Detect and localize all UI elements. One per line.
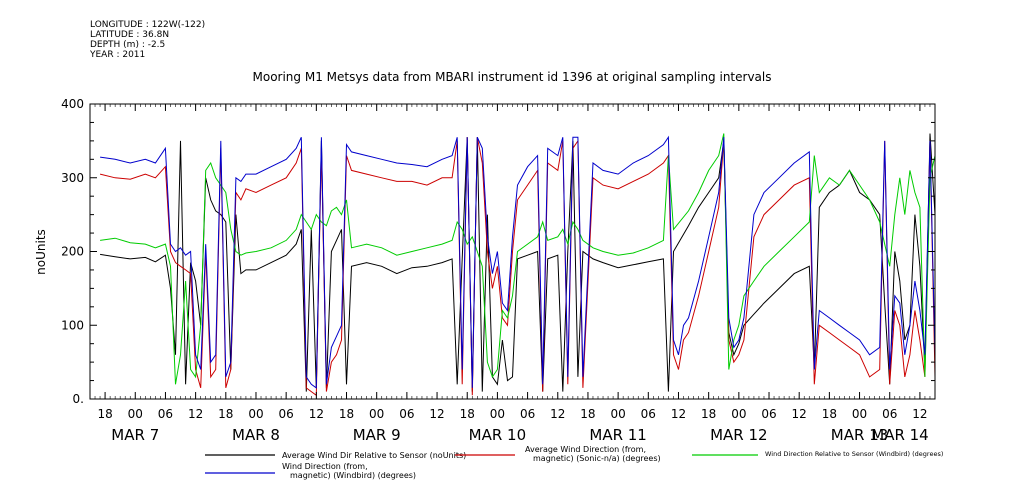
x-tick-label: 06 [158, 407, 173, 421]
x-tick-label: 12 [550, 407, 565, 421]
y-tick-label: 0. [73, 392, 84, 406]
x-tick-label: 18 [822, 407, 837, 421]
x-tick-label: 00 [248, 407, 263, 421]
x-tick-label: 06 [641, 407, 656, 421]
x-date-label: MAR 7 [111, 426, 159, 444]
x-date-label: MAR 8 [232, 426, 280, 444]
y-tick-label: 100 [61, 318, 84, 332]
x-date-label: MAR 9 [353, 426, 401, 444]
x-tick-label: 00 [490, 407, 505, 421]
y-tick-label: 200 [61, 245, 84, 259]
x-date-label: MAR 10 [469, 426, 526, 444]
x-tick-label: 00 [852, 407, 867, 421]
x-tick-label: 18 [339, 407, 354, 421]
x-tick-label: 18 [460, 407, 475, 421]
x-tick-label: 18 [701, 407, 716, 421]
legend-label-3: Wind Direction Relative to Sensor (Windb… [765, 450, 943, 458]
x-tick-label: 06 [279, 407, 294, 421]
x-tick-label: 06 [520, 407, 535, 421]
chart-title: Mooring M1 Metsys data from MBARI instru… [253, 70, 772, 84]
y-axis-label: noUnits [34, 229, 48, 275]
y-tick-label: 400 [61, 97, 84, 111]
x-tick-label: 00 [610, 407, 625, 421]
x-tick-label: 06 [399, 407, 414, 421]
x-tick-label: 06 [761, 407, 776, 421]
chart: Mooring M1 Metsys data from MBARI instru… [0, 0, 1009, 504]
x-tick-label: 12 [429, 407, 444, 421]
legend-label-2: magnetic) (Sonic-n/a) (degrees) [533, 454, 661, 463]
x-tick-label: 18 [218, 407, 233, 421]
x-tick-label: 00 [731, 407, 746, 421]
x-tick-label: 12 [912, 407, 927, 421]
x-date-label: MAR 14 [871, 426, 928, 444]
x-tick-label: 00 [128, 407, 143, 421]
x-tick-label: 12 [188, 407, 203, 421]
x-tick-label: 18 [580, 407, 595, 421]
series-layer [100, 134, 935, 396]
x-date-label: MAR 12 [710, 426, 767, 444]
x-date-label: MAR 11 [589, 426, 646, 444]
x-tick-label: 18 [97, 407, 112, 421]
legend-label-4: magnetic) (Windbird) (degrees) [290, 471, 416, 480]
x-tick-label: 12 [671, 407, 686, 421]
x-tick-label: 00 [369, 407, 384, 421]
legend-label-2: Average Wind Direction (from, [525, 445, 646, 454]
x-tick-label: 12 [792, 407, 807, 421]
x-tick-label: 12 [309, 407, 324, 421]
x-tick-label: 06 [882, 407, 897, 421]
legend: Average Wind Dir Relative to Sensor (noU… [205, 445, 943, 480]
legend-label-1: Average Wind Dir Relative to Sensor (noU… [282, 451, 466, 460]
legend-label-4: Wind Direction (from, [282, 462, 368, 471]
y-tick-label: 300 [61, 171, 84, 185]
